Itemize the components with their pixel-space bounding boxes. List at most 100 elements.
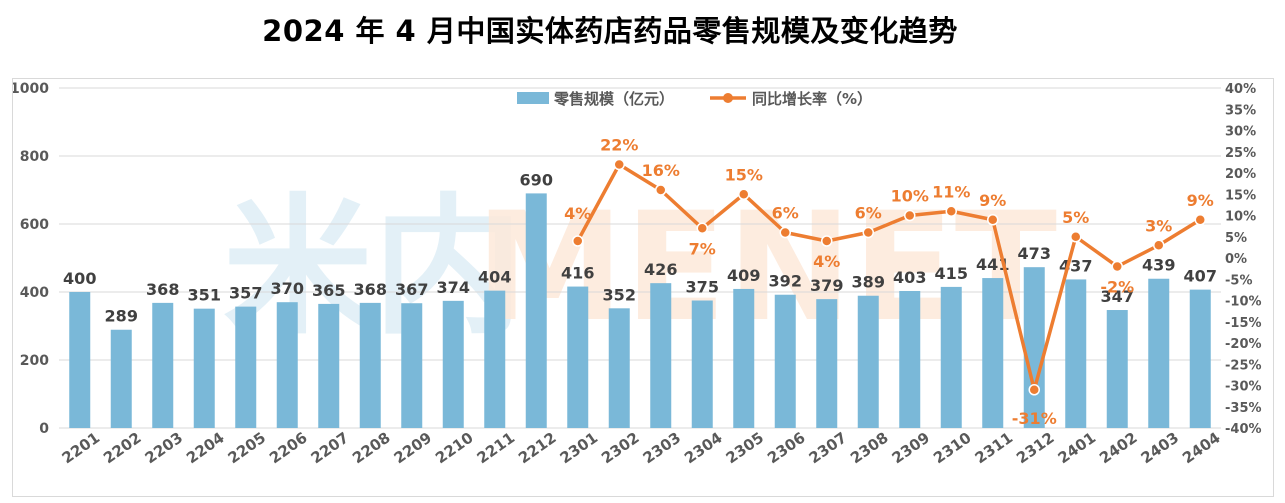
line-point[interactable] [945, 205, 957, 217]
bar[interactable] [193, 308, 215, 428]
bar[interactable] [691, 300, 713, 429]
bar[interactable] [650, 283, 672, 428]
bar[interactable] [733, 288, 755, 428]
x-axis-tick-label: 2402 [1096, 429, 1141, 468]
line-point[interactable] [738, 188, 750, 200]
legend[interactable]: 零售规模（亿元） 同比增长率（%） [517, 90, 872, 108]
x-axis-tick-label: 2209 [391, 429, 436, 468]
line-point[interactable] [1153, 239, 1165, 251]
bar[interactable] [359, 302, 381, 428]
line-value-label: 16% [642, 161, 680, 180]
bar[interactable] [899, 290, 921, 428]
bar-value-label: 357 [229, 284, 262, 303]
left-axis-tick-label: 0 [39, 421, 49, 437]
bar[interactable] [1065, 279, 1087, 428]
bar-value-label: 439 [1142, 256, 1175, 275]
legend-item-retail-scale[interactable]: 零售规模（亿元） [517, 90, 674, 108]
x-axis-tick-label: 2307 [806, 429, 851, 468]
line-point[interactable] [613, 158, 625, 171]
line-value-label: 11% [932, 182, 970, 201]
bar[interactable] [1106, 310, 1128, 428]
bar[interactable] [484, 290, 506, 428]
x-axis-tick-label: 2309 [889, 429, 934, 468]
line-point[interactable] [862, 226, 874, 239]
bar[interactable] [442, 300, 464, 428]
line-point[interactable] [1111, 260, 1123, 273]
bar-value-label: 368 [354, 280, 387, 299]
x-axis-tick-label: 2202 [100, 429, 145, 468]
line-value-label: 4% [564, 204, 591, 223]
bar[interactable] [1023, 267, 1045, 428]
chart-frame: 米内 MENET 400 289 368 351 357 370 365 368 367 374 4… [12, 78, 1274, 497]
line-point[interactable] [1028, 384, 1040, 396]
line-point[interactable] [1070, 231, 1082, 243]
bar[interactable] [857, 295, 879, 428]
bar[interactable] [1148, 278, 1170, 428]
line-value-label: 7% [689, 239, 716, 258]
right-axis-tick-label: 10% [1225, 210, 1256, 225]
line-value-label: 22% [600, 136, 638, 155]
bar[interactable] [940, 286, 962, 428]
bar-value-label: 403 [893, 268, 926, 287]
bar[interactable] [69, 292, 91, 428]
bar[interactable] [276, 302, 298, 428]
x-axis-tick-label: 2212 [515, 429, 560, 468]
bar-value-label: 409 [727, 266, 760, 285]
right-axis-tick-label: -35% [1225, 401, 1262, 416]
bar[interactable] [318, 303, 340, 428]
line-point[interactable] [904, 209, 916, 222]
x-axis-tick-label: 2303 [640, 429, 685, 468]
line-value-label: 6% [772, 204, 799, 223]
x-axis-tick-label: 2205 [225, 429, 270, 468]
x-axis-tick-label: 2304 [681, 429, 726, 468]
line-point[interactable] [821, 235, 833, 247]
x-axis-tick-label: 2308 [847, 429, 892, 468]
line-point[interactable] [779, 226, 791, 239]
bar-value-label: 289 [105, 307, 138, 326]
line-point[interactable] [572, 235, 584, 247]
legend-item-growth-rate[interactable]: 同比增长率（%） [710, 90, 872, 108]
bar-series [69, 193, 1211, 428]
x-axis-tick-label: 2211 [474, 429, 519, 468]
x-axis-tick-label: 2403 [1138, 429, 1183, 468]
line-point[interactable] [1194, 214, 1206, 226]
bar[interactable] [982, 278, 1004, 428]
line-value-label: 10% [891, 187, 929, 206]
bar[interactable] [774, 294, 796, 428]
bar[interactable] [152, 302, 174, 428]
line-point[interactable] [655, 184, 667, 196]
right-axis-tick-label: 20% [1225, 167, 1256, 182]
x-axis-tick-label: 2306 [764, 429, 809, 468]
line-value-label: 5% [1062, 208, 1089, 227]
chart-title: 2024 年 4 月中国实体药店药品零售规模及变化趋势 [262, 14, 958, 48]
x-axis-tick-label: 2311 [972, 429, 1017, 468]
bar[interactable] [401, 303, 423, 428]
bar-value-label: 415 [935, 264, 968, 283]
growth-rate-line [576, 162, 1202, 392]
bar[interactable] [110, 329, 132, 428]
bar-value-label: 370 [271, 279, 304, 298]
line-point[interactable] [987, 214, 999, 226]
bar[interactable] [608, 308, 630, 428]
line-point[interactable] [696, 222, 708, 234]
bar[interactable] [567, 286, 589, 428]
x-axis-tick-label: 2310 [930, 429, 975, 468]
bar[interactable] [525, 193, 547, 428]
left-axis-tick-label: 600 [20, 217, 49, 233]
bar[interactable] [235, 306, 257, 428]
bar-value-label: 368 [146, 280, 179, 299]
x-axis: 2201220222032204220522062207220822092210… [59, 429, 1224, 468]
x-axis-tick-label: 2302 [598, 429, 643, 468]
right-axis-tick-label: 40% [1225, 82, 1256, 97]
x-axis-tick-label: 2206 [266, 429, 311, 468]
bar-value-label: 365 [312, 281, 345, 300]
right-axis-tick-label: 15% [1225, 188, 1256, 203]
bar-value-label: 416 [561, 264, 594, 283]
right-axis-tick-label: 5% [1225, 231, 1247, 246]
right-axis-tick-label: -25% [1225, 358, 1262, 373]
left-axis-tick-label: 400 [20, 285, 49, 301]
right-axis-tick-label: 30% [1225, 125, 1256, 140]
bar[interactable] [816, 299, 838, 428]
bar[interactable] [1189, 289, 1211, 428]
